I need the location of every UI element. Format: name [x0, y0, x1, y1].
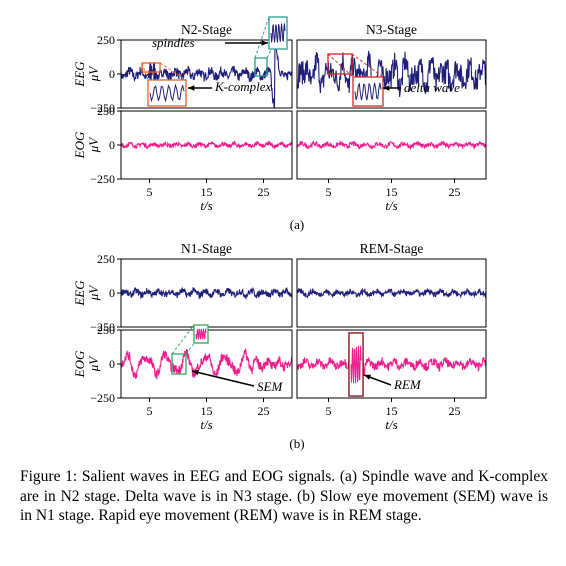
ylabel-signal: EOG	[72, 131, 87, 159]
y-tick-label: −250	[90, 320, 115, 334]
y-tick-label: −250	[90, 101, 115, 115]
y-tick-label: 250	[97, 252, 115, 266]
zoom-waveform	[270, 23, 286, 43]
x-axis-label: t/s	[200, 417, 212, 432]
x-axis-label: t/s	[385, 198, 397, 213]
x-axis-label: t/s	[200, 198, 212, 213]
signal-line-eeg	[296, 287, 487, 299]
zoom-connector	[327, 53, 354, 78]
y-tick-label: 0	[109, 286, 115, 300]
zoom-connector	[351, 53, 384, 78]
x-tick-label: 5	[147, 185, 153, 199]
annotation-arrow-head	[383, 85, 390, 91]
figure-caption: Figure 1: Salient waves in EEG and EOG s…	[20, 468, 548, 524]
axes-box	[120, 39, 293, 109]
signal-line-eog	[296, 334, 487, 396]
annotation-label: REM	[393, 377, 422, 392]
zoom-connector	[141, 62, 149, 81]
panel-label: (a)	[290, 217, 304, 232]
y-tick-label: 250	[97, 104, 115, 118]
annotation-label: K-complex	[214, 79, 272, 94]
y-tick-label: 0	[109, 67, 115, 81]
x-tick-label: 15	[201, 185, 213, 199]
signal-line-eog	[121, 139, 293, 150]
annotation-arrow-head	[364, 374, 371, 380]
panel-label: (b)	[289, 436, 304, 451]
x-tick-label: 25	[258, 404, 270, 418]
y-tick-label: −250	[90, 172, 115, 186]
annotation-arrow-head	[261, 40, 268, 46]
annotation-arrow-head	[188, 85, 195, 91]
y-tick-label: 250	[97, 323, 115, 337]
x-tick-label: 25	[258, 185, 270, 199]
annotation-arrow	[191, 370, 255, 387]
zoom-waveform	[195, 328, 207, 340]
zoom-waveform	[354, 82, 382, 101]
zoom-waveform	[149, 83, 185, 103]
column-title: N3-Stage	[366, 22, 417, 37]
zoom-connector	[159, 62, 187, 81]
x-tick-label: 5	[147, 404, 153, 418]
ylabel-unit: μV	[86, 65, 101, 83]
zoom-connector	[254, 16, 270, 59]
signal-line-eeg	[120, 40, 293, 108]
source-box	[254, 57, 268, 77]
source-box	[327, 53, 353, 75]
signal-line-eog	[296, 140, 487, 151]
x-tick-label: 15	[386, 185, 398, 199]
column-title: REM-Stage	[360, 241, 424, 256]
axes-box	[296, 39, 487, 109]
ylabel-signal: EEG	[72, 61, 87, 88]
annotation-arrow-head	[192, 369, 199, 376]
x-tick-label: 5	[326, 185, 332, 199]
zoom-connector	[171, 324, 195, 355]
y-tick-label: 250	[97, 33, 115, 47]
ylabel-signal: EEG	[72, 280, 87, 307]
column-title: N2-Stage	[181, 22, 232, 37]
annotation-label: spindles	[152, 35, 195, 50]
x-tick-label: 15	[386, 404, 398, 418]
signal-line-eog	[120, 348, 293, 380]
ylabel-signal: EOG	[72, 350, 87, 378]
x-tick-label: 25	[449, 185, 461, 199]
ylabel-unit: μV	[86, 284, 101, 302]
signal-line-eeg	[120, 286, 293, 301]
ylabel-unit: μV	[86, 136, 101, 154]
source-box	[141, 62, 161, 73]
annotation-label: SEM	[257, 379, 283, 394]
y-tick-label: 0	[109, 138, 115, 152]
y-tick-label: 0	[109, 357, 115, 371]
source-box	[171, 353, 187, 375]
y-tick-label: −250	[90, 391, 115, 405]
x-tick-label: 25	[449, 404, 461, 418]
x-tick-label: 5	[326, 404, 332, 418]
axes-box	[296, 258, 487, 328]
x-tick-label: 15	[201, 404, 213, 418]
column-title: N1-Stage	[181, 241, 232, 256]
annotation-label: delta wave	[404, 80, 460, 95]
ylabel-unit: μV	[86, 355, 101, 373]
x-axis-label: t/s	[385, 417, 397, 432]
zoom-waveform	[350, 345, 362, 384]
